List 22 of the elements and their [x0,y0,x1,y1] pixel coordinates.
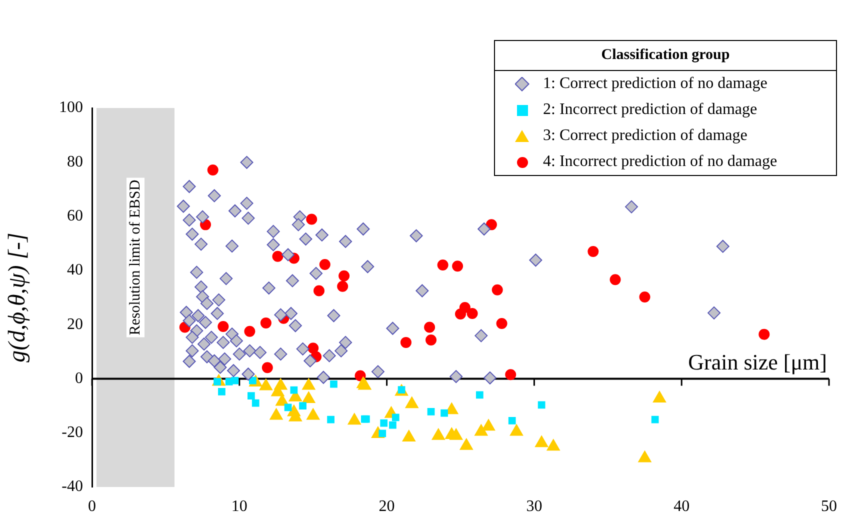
y-tick-label: 60 [67,207,83,224]
x-tick-label: 30 [526,498,542,515]
x-axis-title: Grain size [μm] [688,349,827,374]
legend-label: 3: Correct prediction of damage [543,127,748,145]
y-tick-label: 0 [75,370,83,387]
y-tick-label: -20 [62,424,83,442]
y-tick-label: 80 [67,153,83,170]
legend-title: Classification group [495,41,836,71]
y-tick-label: 40 [67,262,83,279]
x-tick-label: 40 [674,498,690,515]
legend-label: 4: Incorrect prediction of no damage [543,153,778,171]
y-tick-label: 100 [59,99,83,116]
y-axis-title: g(d,ϕ,θ,ψ) [-] [4,232,31,362]
band-label: Resolution limit of EBSD [127,180,144,336]
legend-label: 2: Incorrect prediction of damage [543,101,758,119]
x-tick-label: 50 [821,498,837,515]
y-tick-label: 20 [67,316,83,333]
x-tick-label: 20 [378,498,395,515]
y-tick-label: -40 [62,478,83,496]
legend-label: 1: Correct prediction of no damage [543,75,768,93]
x-tick-label: 0 [88,498,96,515]
x-tick-label: 10 [231,498,248,515]
